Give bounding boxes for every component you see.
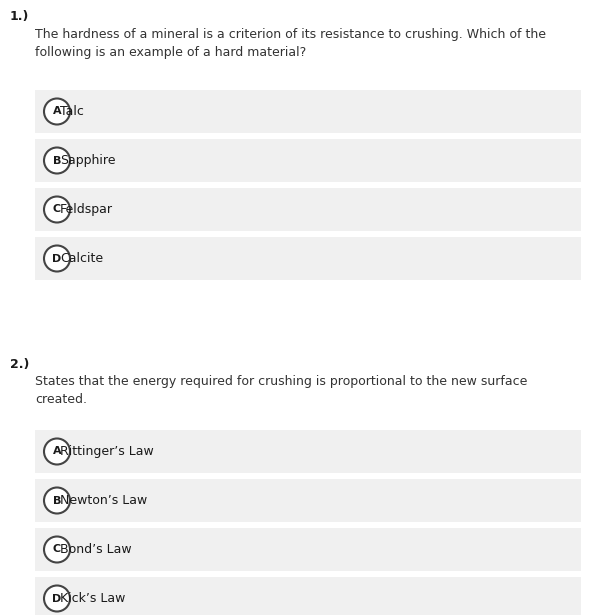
Bar [35, 577, 581, 615]
Text: B: B [53, 496, 61, 506]
Text: Kick’s Law: Kick’s Law [60, 592, 125, 605]
Bar [35, 479, 581, 522]
Text: Rittinger’s Law: Rittinger’s Law [60, 445, 154, 458]
Text: C: C [53, 205, 61, 215]
Text: C: C [53, 544, 61, 555]
Circle shape [44, 148, 70, 173]
Text: B: B [53, 156, 61, 165]
Text: The hardness of a mineral is a criterion of its resistance to crushing. Which of: The hardness of a mineral is a criterion… [35, 28, 546, 41]
Bar [35, 237, 581, 280]
Text: 1.): 1.) [10, 10, 29, 23]
Text: D: D [52, 593, 62, 603]
Text: created.: created. [35, 393, 87, 406]
Text: 2.): 2.) [10, 358, 29, 371]
Bar [35, 90, 581, 133]
Text: A: A [53, 446, 61, 456]
Bar [35, 528, 581, 571]
Text: following is an example of a hard material?: following is an example of a hard materi… [35, 46, 306, 59]
Text: D: D [52, 253, 62, 263]
Text: Bond’s Law: Bond’s Law [60, 543, 132, 556]
Circle shape [44, 98, 70, 124]
Circle shape [44, 197, 70, 223]
Circle shape [44, 245, 70, 271]
Text: Newton’s Law: Newton’s Law [60, 494, 147, 507]
Circle shape [44, 488, 70, 514]
Circle shape [44, 536, 70, 563]
Text: States that the energy required for crushing is proportional to the new surface: States that the energy required for crus… [35, 375, 527, 388]
Text: Talc: Talc [60, 105, 84, 118]
Text: Feldspar: Feldspar [60, 203, 113, 216]
Text: A: A [53, 106, 61, 116]
Bar [35, 139, 581, 182]
Text: Sapphire: Sapphire [60, 154, 116, 167]
Bar [35, 188, 581, 231]
Circle shape [44, 438, 70, 464]
Bar [35, 430, 581, 473]
Circle shape [44, 585, 70, 611]
Text: Calcite: Calcite [60, 252, 103, 265]
